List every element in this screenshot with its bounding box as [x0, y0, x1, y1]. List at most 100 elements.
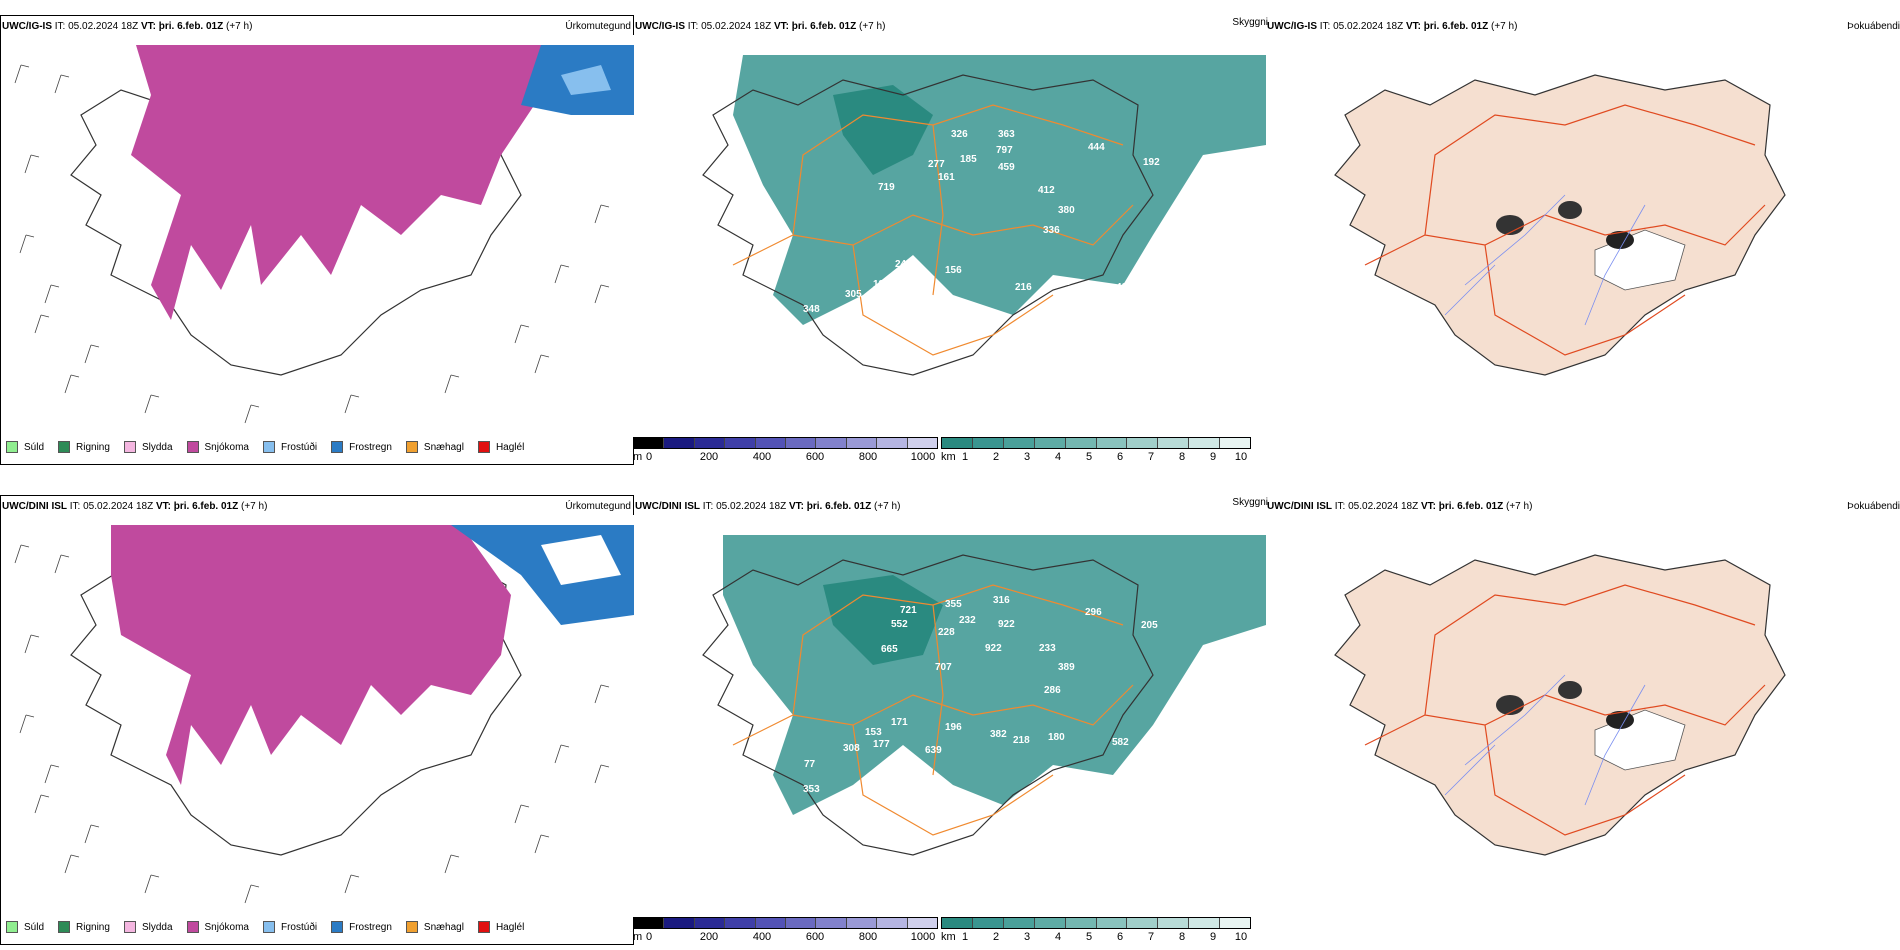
ceiling-label: 459 — [998, 162, 1015, 173]
ceiling-label: 355 — [945, 599, 962, 610]
ceiling-label: 353 — [803, 784, 820, 795]
legend-item-snjokoma: Snjókoma — [186, 921, 249, 933]
ceiling-label: 153 — [865, 727, 882, 738]
ceiling-label: 77 — [804, 759, 816, 770]
ceiling-label: 233 — [1039, 643, 1056, 654]
ceiling-label: 177 — [873, 739, 890, 750]
visibility-colorbar — [941, 917, 1251, 929]
ceiling-label: 216 — [1015, 282, 1032, 293]
field-name-visibility: Skyggni — [1232, 17, 1268, 28]
legend-item-sald: Súld — [6, 441, 44, 453]
legend-item-rigning: Rigning — [58, 441, 110, 453]
ceiling-label: 721 — [900, 605, 917, 616]
legend-item-frostudi: Frostúði — [262, 441, 317, 453]
ceiling-label: 922 — [998, 619, 1015, 630]
ceiling-label: 124 — [873, 279, 890, 290]
ceiling-unit: m — [633, 451, 643, 463]
ceiling-label: 277 — [928, 159, 945, 170]
ceiling-label: 326 — [951, 129, 968, 140]
field-name-visibility: Skyggni — [1232, 497, 1268, 508]
fog-panel-row2: UWC/DINI ISL IT: 05.02.2024 18Z VT: þri.… — [1265, 495, 1900, 945]
ceiling-label: 382 — [990, 729, 1007, 740]
legend-item-haglel: Haglél — [477, 441, 524, 453]
ceiling-label: 665 — [881, 644, 898, 655]
roads — [1364, 104, 1766, 356]
precip-legend: Súld Rigning Slydda Snjókoma Frostúði Fr… — [6, 921, 538, 933]
precip-type-panel-row1: UWC/IG-IS IT: 05.02.2024 18Z VT: þri. 6.… — [0, 15, 635, 465]
legend-item-sald: Súld — [6, 921, 44, 933]
ceiling-label: 305 — [845, 289, 862, 300]
field-name-fog: Þokuábendi — [1847, 501, 1900, 512]
ceiling-label: 196 — [945, 722, 962, 733]
ceiling-label: 185 — [960, 154, 977, 165]
legend-item-snjokoma: Snjókoma — [186, 441, 249, 453]
precip-type-panel-row2: UWC/DINI ISL IT: 05.02.2024 18Z VT: þri.… — [0, 495, 635, 945]
precip-map-row1 — [1, 35, 634, 445]
legend-item-frostregn: Frostregn — [331, 441, 392, 453]
ceiling-label: 171 — [891, 717, 908, 728]
legend-item-haglel: Haglél — [477, 921, 524, 933]
iceland-coastline — [702, 554, 1154, 856]
panel-title: UWC/IG-IS IT: 05.02.2024 18Z VT: þri. 6.… — [635, 21, 886, 32]
ceiling-label: 412 — [1038, 185, 1055, 196]
ceiling-label: 922 — [985, 643, 1002, 654]
rivers — [1444, 674, 1646, 806]
ceiling-label: 348 — [803, 304, 820, 315]
visibility-colorbar — [941, 437, 1251, 449]
iceland-coastline — [702, 74, 1154, 376]
field-name-fog: Þokuábendi — [1847, 21, 1900, 32]
low-vis-area — [733, 55, 1266, 325]
ceiling-label: 161 — [938, 172, 955, 183]
legend-item-slydda: Slydda — [123, 921, 173, 933]
snow-area — [131, 45, 621, 320]
fog-panel-row1: UWC/IG-IS IT: 05.02.2024 18Z VT: þri. 6.… — [1265, 15, 1900, 465]
roads — [732, 104, 1134, 356]
ceiling-label: 242 — [895, 259, 912, 270]
visibility-map-row1: 326 363 277 185 797 161 459 719 412 444 … — [702, 55, 1266, 376]
ceiling-unit: m — [633, 931, 643, 943]
field-name-precip: Úrkomutegund — [565, 21, 631, 32]
wind-barbs — [14, 544, 610, 904]
precip-map-row2 — [1, 515, 634, 925]
ceiling-label: 707 — [935, 662, 952, 673]
ceiling-label: 316 — [993, 595, 1010, 606]
visibility-panel-row1: UWC/IG-IS IT: 05.02.2024 18Z VT: þri. 6.… — [633, 17, 1268, 463]
ceiling-label: 205 — [1141, 620, 1158, 631]
panel-title: UWC/DINI ISL IT: 05.02.2024 18Z VT: þri.… — [1267, 501, 1533, 512]
ceiling-label: 363 — [998, 129, 1015, 140]
visibility-map-row2: 721 355 316 552 228 232 922 665 922 296 … — [702, 535, 1266, 856]
ceiling-label: 180 — [1048, 732, 1065, 743]
wind-barbs — [14, 64, 610, 424]
legend-item-frostudi: Frostúði — [262, 921, 317, 933]
panel-title: UWC/DINI ISL IT: 05.02.2024 18Z VT: þri.… — [635, 501, 901, 512]
visibility-unit: km — [941, 931, 956, 943]
panel-title: UWC/IG-IS IT: 05.02.2024 18Z VT: þri. 6.… — [2, 21, 253, 32]
ceiling-label: 228 — [938, 627, 955, 638]
precip-legend: Súld Rigning Slydda Snjókoma Frostúði Fr… — [6, 441, 538, 453]
ceiling-labels: 326 363 277 185 797 161 459 719 412 444 … — [803, 129, 1160, 315]
ceiling-label: 336 — [1043, 225, 1060, 236]
ceiling-label: 380 — [1058, 205, 1075, 216]
snow-area — [111, 525, 511, 785]
legend-item-rigning: Rigning — [58, 921, 110, 933]
ceiling-label: 797 — [996, 145, 1013, 156]
panel-title: UWC/IG-IS IT: 05.02.2024 18Z VT: þri. 6.… — [1267, 21, 1518, 32]
ceiling-colorbar — [633, 917, 938, 929]
ceiling-label: 192 — [1143, 157, 1160, 168]
fog-map-row1 — [1334, 74, 1786, 376]
ceiling-label: 156 — [945, 265, 962, 276]
panel-title: UWC/DINI ISL IT: 05.02.2024 18Z VT: þri.… — [2, 501, 268, 512]
ceiling-label: 296 — [1085, 607, 1102, 618]
ceiling-label: 232 — [959, 615, 976, 626]
legend-item-snaehagl: Snæhagl — [405, 441, 464, 453]
ceiling-label: 286 — [1044, 685, 1061, 696]
ceiling-label: 389 — [1058, 662, 1075, 673]
rivers — [1444, 194, 1646, 326]
ceiling-label: 444 — [1088, 142, 1105, 153]
legend-item-snaehagl: Snæhagl — [405, 921, 464, 933]
ceiling-label: 402 — [1116, 282, 1133, 293]
iceland-land — [1334, 74, 1786, 376]
fog-map-row2 — [1334, 554, 1786, 856]
ceiling-label: 639 — [925, 745, 942, 756]
ceiling-label: 186 — [1054, 277, 1071, 288]
